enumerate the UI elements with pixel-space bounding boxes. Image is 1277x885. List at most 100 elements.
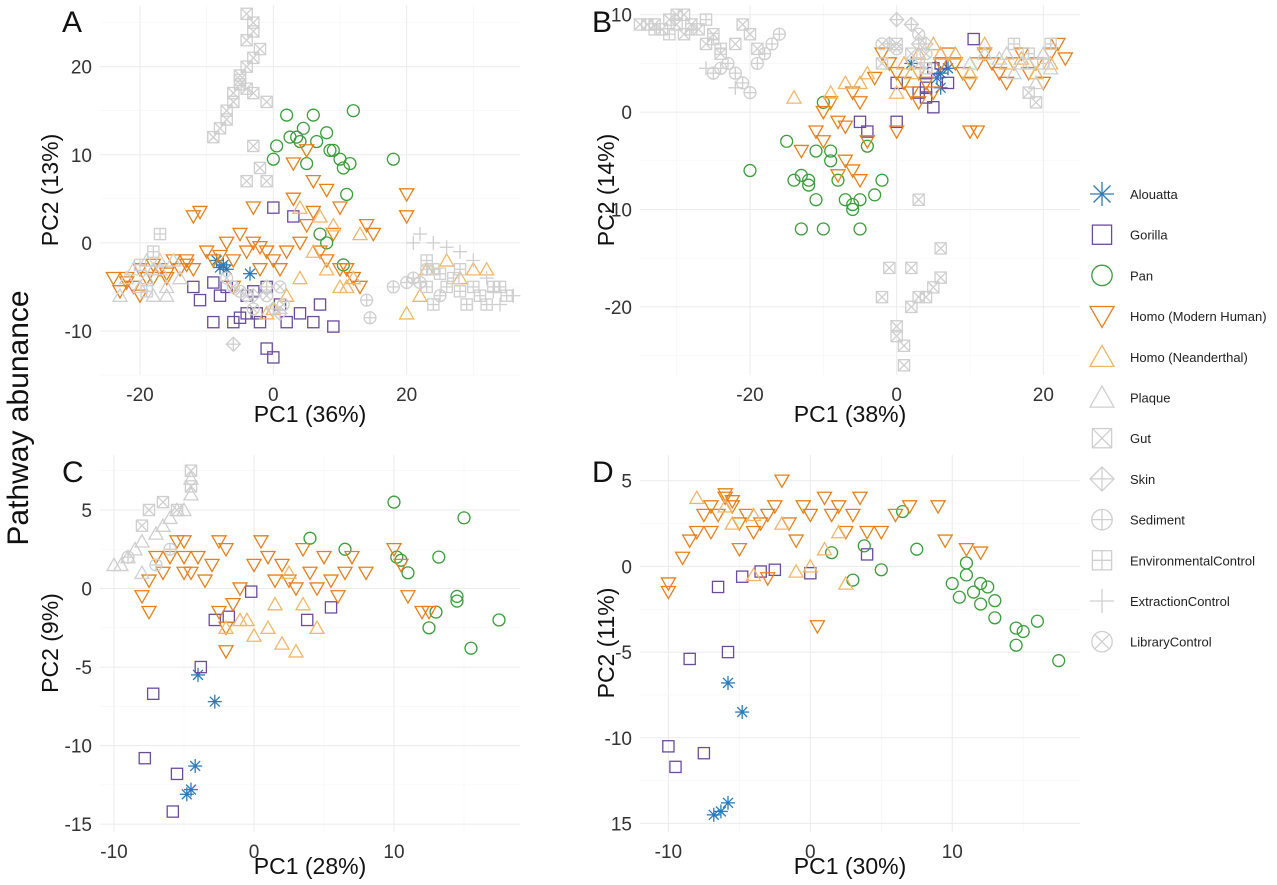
point-homo-neanderthal- [245,627,263,642]
point-gut [875,290,889,304]
point-pan [794,168,808,182]
points [660,474,1066,822]
point-homo-neanderthal- [398,305,415,320]
point-homo-modern-human- [351,280,369,295]
y-axis-label: PC2 (14%) [593,134,619,246]
point-homo-modern-human- [717,491,734,506]
point-homo-modern-human- [140,605,158,621]
point-homo-neanderthal- [932,45,949,60]
point-gut [751,42,764,56]
point-homo-neanderthal- [837,74,854,90]
point-alouatta [179,787,194,802]
point-pan [326,143,340,157]
point-environmentalcontrol [663,27,676,41]
point-pan [1009,638,1023,652]
point-gut [677,8,691,21]
point-homo-neanderthal- [294,596,312,611]
point-homo-modern-human- [991,66,1008,82]
point-homo-neanderthal- [266,596,284,611]
x-tick-label: 10 [942,842,963,863]
point-plaque [145,261,162,276]
point-homo-modern-human- [829,115,847,130]
point-homo-neanderthal- [465,261,482,276]
point-gorilla [324,601,338,614]
grid [100,5,520,376]
point-homo-modern-human- [145,258,162,273]
point-pan [401,566,415,580]
legend-item: Plaque [1088,384,1170,408]
point-plaque [991,50,1008,65]
point-homo-modern-human- [308,582,326,597]
point-plaque [133,564,151,580]
point-gut [184,464,198,477]
point-environmentalcontrol [447,271,460,285]
point-pan [959,556,974,570]
point-gorilla [941,76,955,90]
point-skin [888,11,905,28]
point-gorilla [287,210,300,223]
point-homo-modern-human- [175,550,193,566]
legend-item: Homo (Neanderthal) [1088,344,1248,368]
point-homo-modern-human- [695,508,712,523]
legend-label: Gut [1130,431,1151,446]
point-homo-modern-human- [830,500,847,515]
panel-B: -20 0 20 -20 -10 0 10 PC1 (38%) PC2 (14%) B [592,5,1080,427]
point-gorilla [711,580,725,594]
point-homo-modern-human- [266,574,284,589]
point-homo-modern-human- [191,205,209,220]
point-sediment [386,280,400,294]
legend-key-diamond-plus-icon [1089,465,1115,492]
point-pan [874,563,888,577]
point-gut [247,25,260,38]
x-tick-label: 0 [268,385,279,406]
point-extractioncontrol [506,288,521,303]
legend-key-square-icon [1091,224,1113,245]
point-homo-modern-human- [795,500,812,515]
point-homo-modern-human- [901,500,918,515]
y-tick-label: 0 [621,557,632,578]
point-homo-modern-human- [385,543,403,558]
point-extractioncontrol [728,80,743,95]
y-tick-label: 5 [81,501,92,522]
point-homo-modern-human- [298,218,315,234]
point-homo-modern-human- [125,280,142,295]
legend-label: EnvironmentalControl [1130,553,1255,568]
point-homo-modern-human- [888,66,905,82]
point-homo-modern-human- [171,263,189,278]
point-librarycontrol [240,289,254,303]
panel-C: -10 0 10 -15 -10 -5 0 5 PC1 (28%) PC2 (9%) C [37,455,520,879]
point-gorilla [853,115,867,129]
point-pan [1030,614,1045,628]
point-librarycontrol [912,27,926,41]
y-tick-label: -20 [605,298,632,319]
point-gorilla [662,740,675,753]
point-pan [988,594,1002,608]
point-gorilla [194,660,208,674]
point-extractioncontrol [413,227,427,242]
figure-ylabel: Pathway abunance [2,290,35,546]
point-homo-modern-human- [158,271,175,287]
point-plaque [1013,55,1030,70]
point-homo-modern-human- [851,174,869,189]
point-gorilla [244,585,258,598]
point-gorilla [267,351,280,364]
point-homo-modern-human- [972,546,989,561]
point-homo-modern-human- [211,249,229,265]
point-homo-modern-human- [745,525,762,541]
point-homo-modern-human- [903,86,920,101]
point-homo-modern-human- [958,543,975,558]
point-gut [247,16,260,29]
point-homo-neanderthal- [438,252,455,267]
point-environmentalcontrol [1022,47,1035,60]
point-gorilla [669,760,682,774]
y-tick-label: 5 [621,472,632,493]
legend-label: Homo (Neanderthal) [1130,350,1248,365]
point-gorilla [890,115,903,129]
point-homo-modern-human- [887,508,904,523]
point-pan [974,597,988,611]
point-gut [663,13,676,26]
x-axis-label: PC1 (30%) [794,853,906,879]
point-homo-modern-human- [189,550,207,566]
point-environmentalcontrol [147,245,160,258]
point-sediment [750,56,764,71]
